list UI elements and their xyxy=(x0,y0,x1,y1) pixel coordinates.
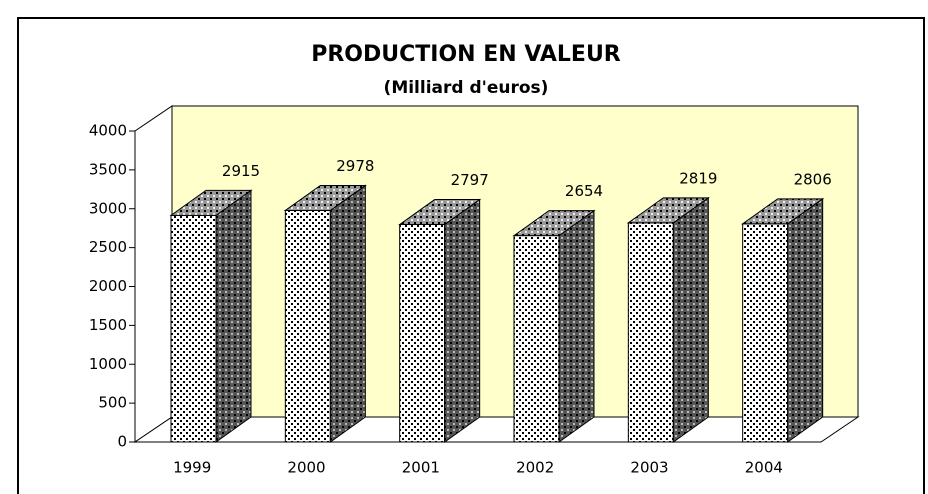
x-tick-label: 2004 xyxy=(745,459,783,477)
bar xyxy=(283,184,367,443)
x-tick-label: 1999 xyxy=(173,459,211,477)
chart-subtitle: (Milliard d'euros) xyxy=(384,78,549,98)
value-label: 2915 xyxy=(222,162,260,180)
bar xyxy=(169,189,253,443)
side-wall xyxy=(134,105,173,443)
y-tick-label: 1000 xyxy=(89,355,127,373)
y-tick-label: 3000 xyxy=(89,199,127,217)
bar xyxy=(398,198,482,443)
bar-side xyxy=(558,209,595,443)
bar-front xyxy=(742,223,789,443)
bar-side xyxy=(444,198,481,443)
y-tick-label: 3500 xyxy=(89,160,127,178)
bar-top xyxy=(169,189,253,216)
x-tick-label: 2003 xyxy=(630,459,668,477)
y-tick-label: 1500 xyxy=(89,316,127,334)
bar-side xyxy=(329,184,366,443)
bar-front xyxy=(284,209,331,443)
y-tick-label: 2000 xyxy=(89,277,127,295)
x-tick-label: 2001 xyxy=(402,459,440,477)
bar-top xyxy=(741,198,825,225)
y-tick-label: 2500 xyxy=(89,238,127,256)
x-tick-label: 2002 xyxy=(516,459,554,477)
value-label: 2654 xyxy=(565,182,603,200)
frame xyxy=(17,17,925,494)
bar-top xyxy=(512,210,596,237)
value-label: 2797 xyxy=(451,171,489,189)
bar-side xyxy=(215,189,252,443)
bar-side xyxy=(787,197,824,443)
y-tick-label: 500 xyxy=(98,394,127,412)
bar xyxy=(626,196,710,443)
chart-title: PRODUCTION EN VALEUR xyxy=(311,42,621,67)
bar-front xyxy=(513,235,560,443)
y-tick-label: 0 xyxy=(117,433,127,451)
value-label: 2806 xyxy=(794,170,832,188)
bar-front xyxy=(399,224,446,443)
value-label: 2819 xyxy=(679,169,717,187)
bar-side xyxy=(672,196,709,443)
bar xyxy=(741,197,825,443)
bar-front xyxy=(170,214,217,443)
value-label: 2978 xyxy=(336,157,374,175)
bar-top xyxy=(398,199,482,226)
x-tick-label: 2000 xyxy=(287,459,325,477)
bar-front xyxy=(627,222,674,443)
bar xyxy=(512,209,596,443)
bar-top xyxy=(626,197,710,224)
bar-top xyxy=(283,184,367,211)
y-tick-label: 4000 xyxy=(89,122,127,140)
